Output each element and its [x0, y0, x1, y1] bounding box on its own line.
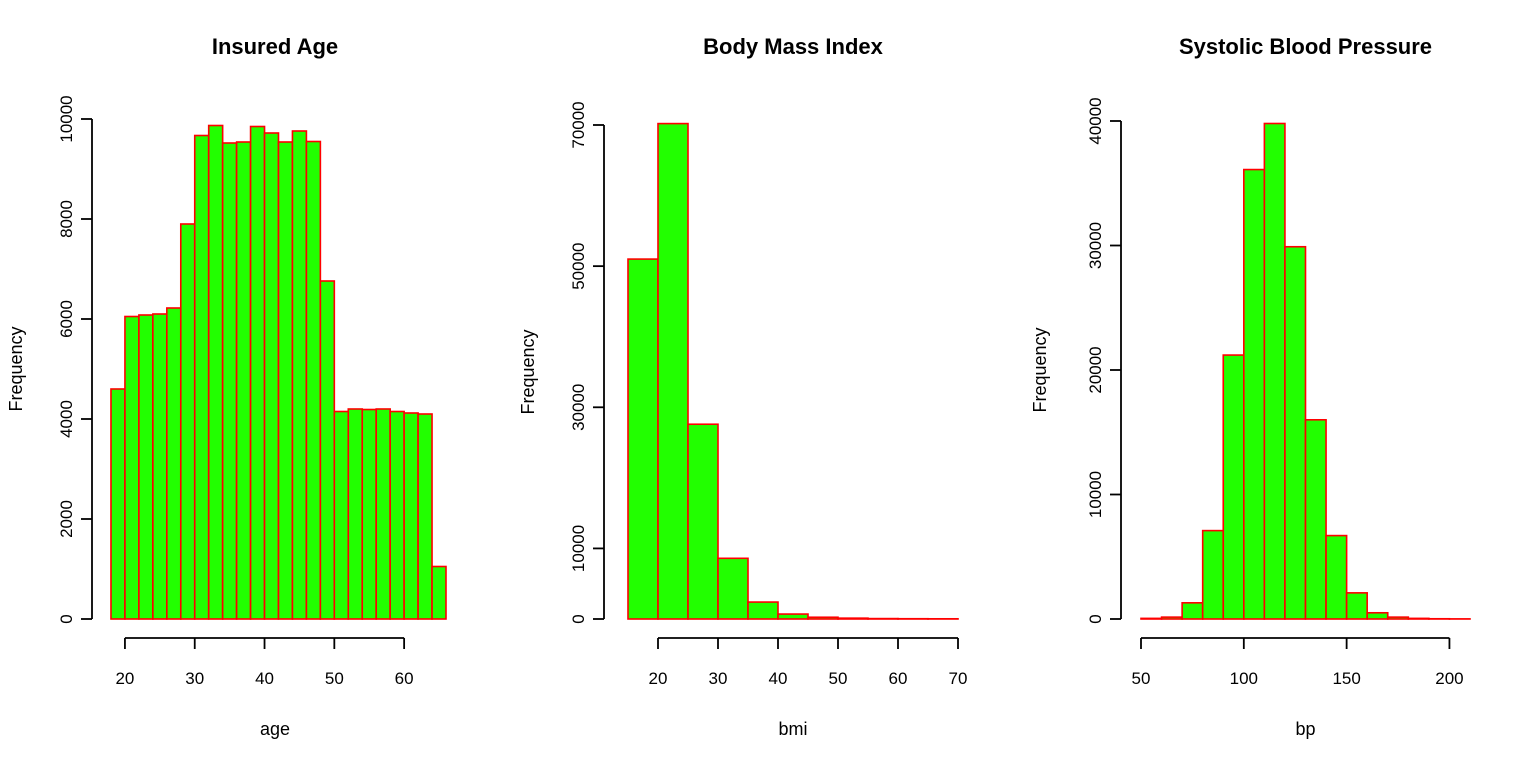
x-tick-label: 60 [395, 669, 414, 688]
histogram-bar [277, 141, 294, 620]
x-tick-label: 70 [949, 669, 968, 688]
y-tick-label: 20000 [1086, 346, 1105, 393]
y-tick-label: 10000 [569, 525, 588, 572]
histogram-bar [263, 132, 280, 620]
histogram-bar [152, 313, 168, 620]
histogram-bar [1407, 617, 1430, 620]
histogram-bar [777, 613, 809, 620]
y-tick-label: 8000 [57, 200, 76, 238]
histogram-bar [1345, 592, 1368, 620]
histogram-bar [193, 134, 210, 620]
x-axis-label: bmi [778, 719, 807, 739]
histogram-bar [747, 601, 779, 620]
histogram-bar [1366, 611, 1389, 620]
y-tick-label: 40000 [1086, 97, 1105, 144]
y-axis-label: Frequency [518, 329, 538, 414]
y-tick-label: 0 [57, 614, 76, 623]
y-tick-label: 10000 [57, 95, 76, 142]
histogram-bar [1222, 354, 1245, 620]
x-axis-label: bp [1295, 719, 1315, 739]
histogram-bar [1386, 616, 1410, 620]
x-tick-label: 200 [1435, 669, 1463, 688]
histogram-bar [305, 140, 322, 620]
histogram-bar [235, 141, 252, 620]
histogram-bar [1243, 168, 1266, 620]
y-tick-label: 50000 [569, 243, 588, 290]
histogram-bar [1160, 616, 1183, 620]
histogram-bar [1201, 529, 1225, 620]
histogram-bar [1140, 617, 1163, 620]
y-axis-label: Frequency [1030, 327, 1050, 412]
histogram-bar [1263, 122, 1286, 620]
x-tick-label: 20 [649, 669, 668, 688]
x-tick-label: 60 [889, 669, 908, 688]
histogram-bar [361, 408, 378, 620]
y-axis-label: Frequency [6, 326, 26, 411]
y-tick-label: 70000 [569, 101, 588, 148]
histogram-panel-1: Insured Age 20 30 40 50 60 0 2000 4000 6000 8000 10… [6, 34, 447, 739]
y-tick-label: 0 [569, 614, 588, 623]
histogram-bar [657, 122, 689, 620]
histogram-bar [166, 307, 182, 620]
histogram-bar [417, 413, 433, 620]
x-tick-label: 40 [769, 669, 788, 688]
x-tick-label: 30 [185, 669, 204, 688]
x-tick-label: 50 [1132, 669, 1151, 688]
x-axis-label: age [260, 719, 290, 739]
y-tick-label: 2000 [57, 500, 76, 538]
y-tick-label: 6000 [57, 300, 76, 338]
y-tick-label: 30000 [1086, 222, 1105, 269]
chart-title: Systolic Blood Pressure [1179, 34, 1432, 59]
x-tick-label: 100 [1230, 669, 1258, 688]
histogram-bar [627, 258, 659, 620]
histogram-bar [1284, 245, 1307, 620]
x-tick-label: 30 [709, 669, 728, 688]
x-tick-label: 50 [325, 669, 344, 688]
x-tick-label: 20 [115, 669, 134, 688]
histogram-bar [1325, 534, 1348, 620]
histogram-bar [375, 408, 391, 620]
histogram-bar [837, 617, 869, 620]
x-tick-label: 40 [255, 669, 274, 688]
x-tick-label: 150 [1332, 669, 1360, 688]
y-tick-label: 30000 [569, 384, 588, 431]
histogram-bar [179, 223, 196, 620]
y-tick-label: 0 [1086, 614, 1105, 623]
histogram-bar [249, 125, 266, 620]
histogram-bar [124, 315, 140, 620]
histogram-bar [221, 142, 238, 620]
y-tick-label: 10000 [1086, 471, 1105, 518]
histogram-bar [807, 616, 839, 620]
histogram-bar [431, 565, 447, 620]
histogram-panel-3: Systolic Blood Pressure 50 100 150 200 0 10000… [1030, 34, 1471, 739]
histogram-bar [207, 124, 224, 620]
y-tick-label: 4000 [57, 400, 76, 438]
histogram-bar [717, 557, 749, 620]
histogram-bar [319, 280, 336, 620]
chart-title: Insured Age [212, 34, 338, 59]
x-tick-label: 50 [829, 669, 848, 688]
histogram-bar [110, 388, 126, 620]
histogram-bar [1304, 418, 1327, 620]
histogram-bar [1181, 602, 1204, 620]
histogram-panel-2: Body Mass Index 20 30 40 50 60 70 0 10000 30000 50… [518, 34, 967, 739]
histogram-bar [347, 408, 364, 620]
histogram-bar [138, 314, 154, 620]
chart-title: Body Mass Index [703, 34, 883, 59]
histogram-bar [403, 412, 419, 620]
histogram-bar [291, 130, 308, 620]
histogram-bar [687, 423, 719, 620]
histogram-bar [333, 410, 350, 620]
histogram-bar [389, 410, 405, 620]
